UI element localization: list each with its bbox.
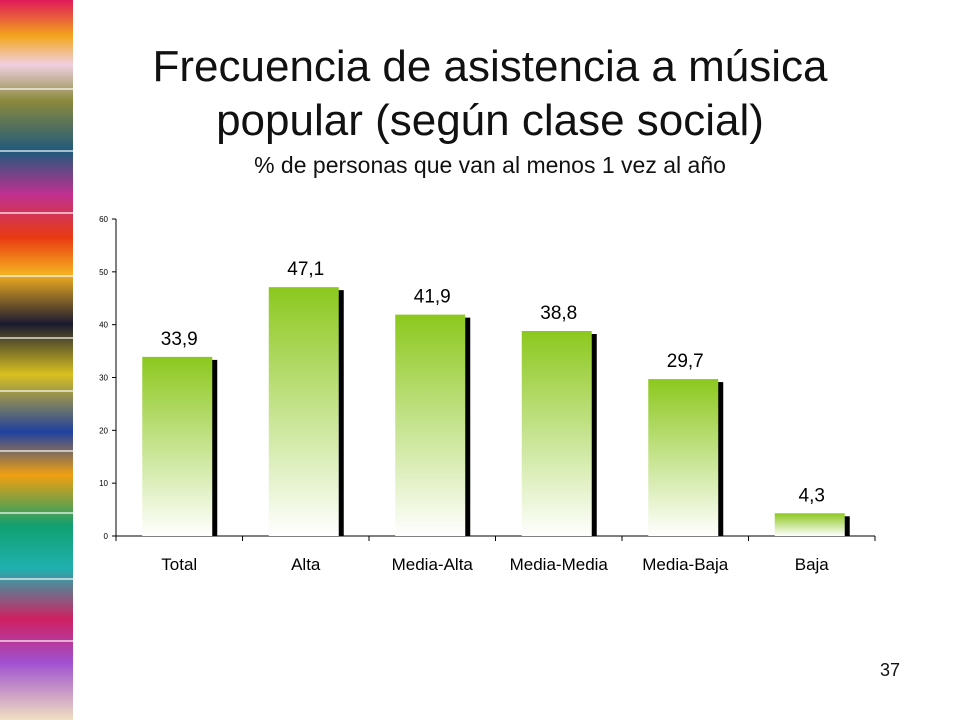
slide-title: Frecuencia de asistencia a música popula…: [90, 40, 890, 148]
bar: [142, 356, 213, 536]
category-label: Media-Media: [510, 555, 609, 574]
bar: [521, 331, 592, 536]
data-label: 38,8: [540, 303, 577, 324]
slide-subtitle: % de personas que van al menos 1 vez al …: [254, 152, 726, 178]
slide-title-line-1: Frecuencia de asistencia a música: [152, 42, 828, 91]
y-tick-label: 20: [99, 426, 108, 435]
bar-chart: 0 10 20 30 40 50 60 33,9 Total 47,1 Alta 41,9 Media-…: [99, 215, 876, 574]
y-tick-label: 40: [99, 321, 108, 330]
category-label: Media-Baja: [642, 555, 729, 574]
bar: [395, 314, 466, 536]
data-label: 47,1: [287, 259, 324, 280]
y-tick-label: 60: [99, 215, 108, 224]
y-tick-label: 50: [99, 268, 108, 277]
bar: [268, 287, 339, 536]
slide-title-line-2: popular (según clase social): [216, 96, 764, 145]
data-label: 29,7: [667, 351, 704, 372]
bar: [774, 513, 845, 536]
category-label: Alta: [291, 555, 321, 574]
y-tick-label: 0: [104, 532, 109, 541]
decorative-photo-strip: [0, 0, 73, 720]
bar: [648, 379, 719, 536]
y-tick-label: 10: [99, 479, 108, 488]
category-label: Total: [161, 555, 197, 574]
data-label: 41,9: [414, 287, 451, 308]
data-label: 4,3: [799, 485, 825, 506]
data-label: 33,9: [161, 329, 198, 350]
category-label: Baja: [795, 555, 830, 574]
page-number: 37: [880, 660, 901, 680]
category-label: Media-Alta: [392, 555, 474, 574]
y-tick-label: 30: [99, 374, 108, 383]
